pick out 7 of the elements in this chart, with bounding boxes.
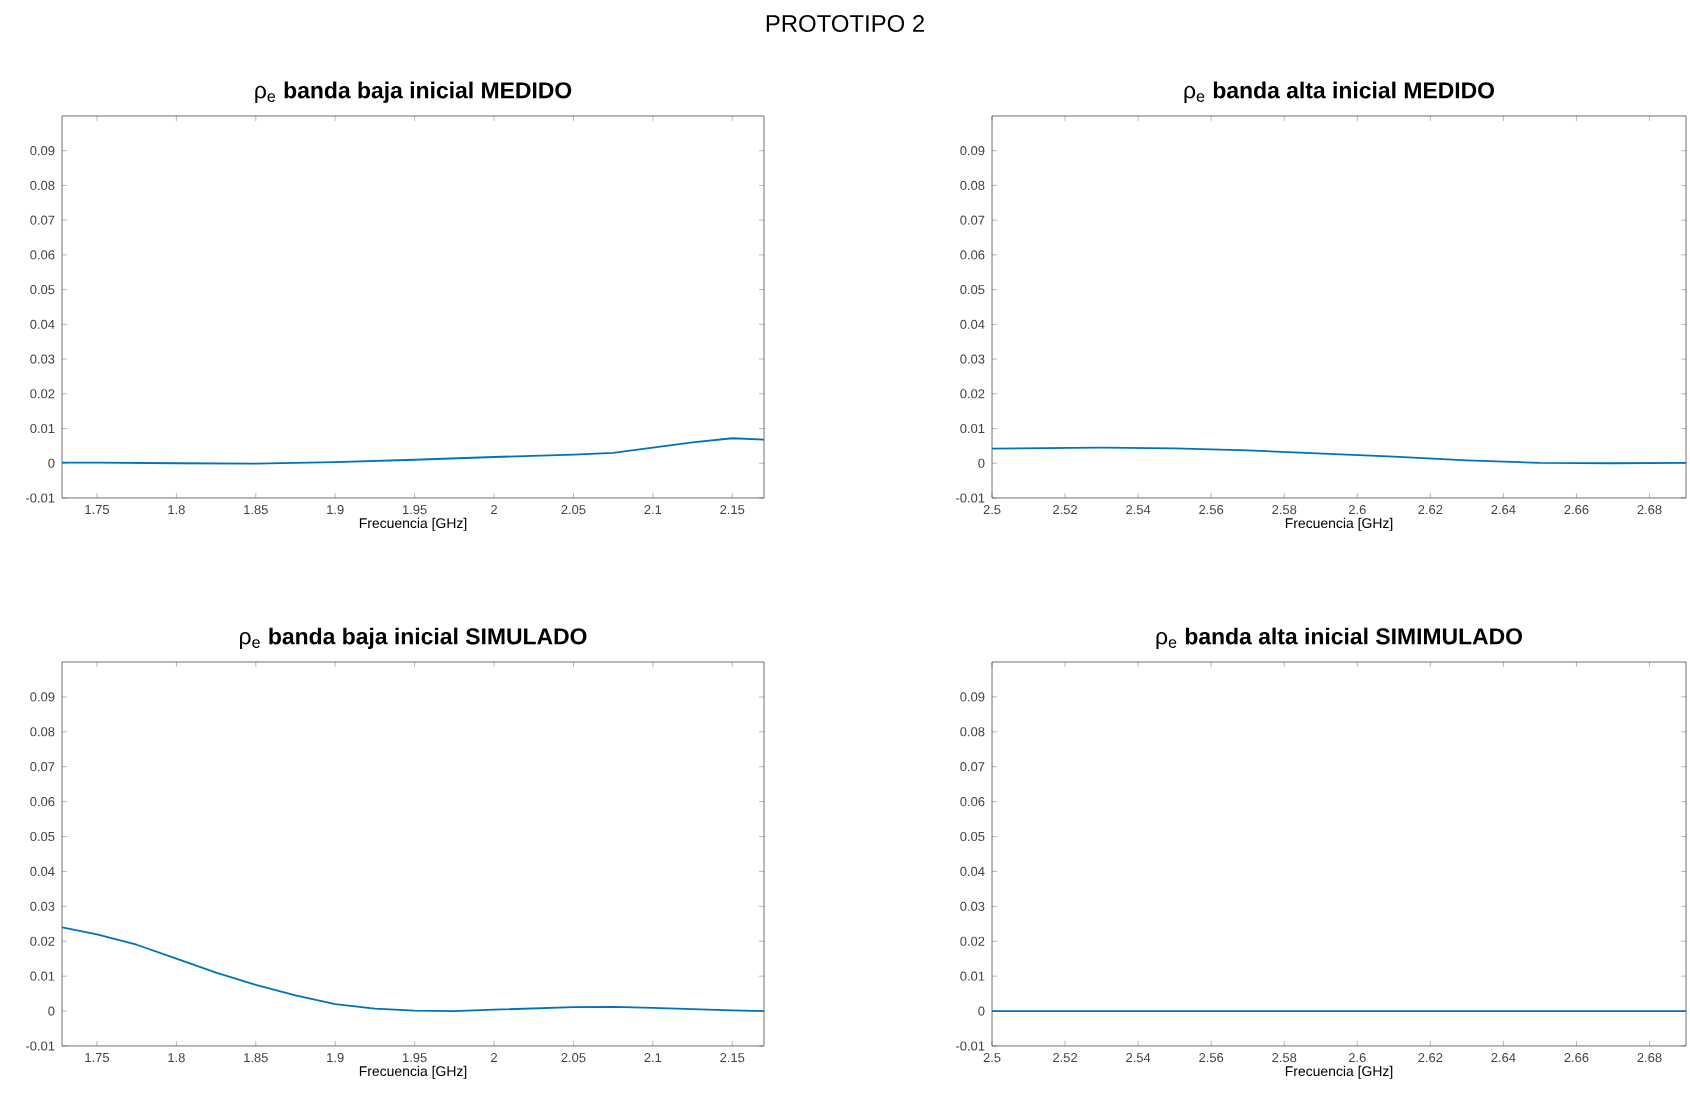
line-series — [62, 437, 765, 465]
chart-title: ρ$_{e}$ banda alta inicial SIMIMULADO — [1156, 627, 1523, 649]
chart-title: ρ$_{e}$ banda alta inicial MEDIDO — [1184, 81, 1495, 103]
chart-title: ρ$_{e}$ banda baja inicial SIMULADO — [240, 627, 587, 649]
chart-title: ρ$_{e}$ banda baja inicial MEDIDO — [255, 81, 572, 103]
line-series — [62, 926, 765, 1012]
text: PROTOTIPO 2 — [766, 15, 924, 32]
